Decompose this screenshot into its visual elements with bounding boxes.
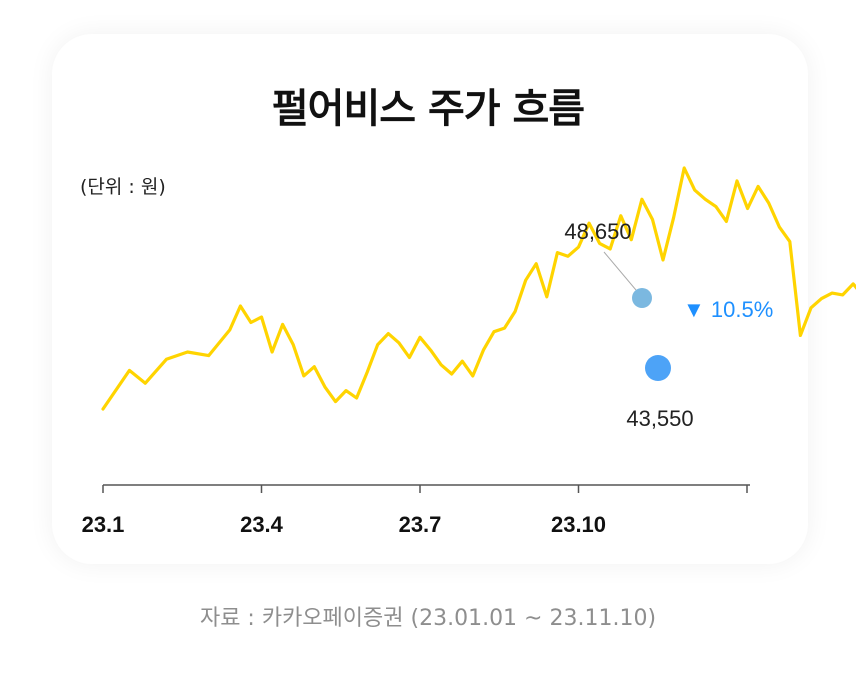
- x-axis-ticks: [102, 485, 748, 493]
- high-point-marker: [632, 288, 652, 308]
- low-point-label: 43,550: [626, 406, 693, 431]
- high-point-label: 48,650: [564, 219, 631, 244]
- chart-title: 펄어비스 주가 흐름: [271, 86, 585, 132]
- x-tick-label: 23.10: [551, 512, 606, 537]
- chart-card: [52, 34, 808, 564]
- x-tick-label: 23.4: [240, 512, 284, 537]
- x-axis-tick-labels: 23.1 23.4 23.7 23.10: [82, 512, 606, 537]
- x-tick-label: 23.1: [82, 512, 125, 537]
- unit-label: (단위 : 원): [80, 176, 166, 198]
- x-tick-label: 23.7: [399, 512, 442, 537]
- source-caption: 자료 : 카카오페이증권 (23.01.01 ~ 23.11.10): [199, 606, 657, 631]
- price-series-line: [101, 166, 856, 411]
- change-percent-label: ▼ 10.5%: [683, 297, 773, 322]
- high-point-leader-line: [603, 251, 637, 291]
- low-point-marker: [645, 355, 671, 381]
